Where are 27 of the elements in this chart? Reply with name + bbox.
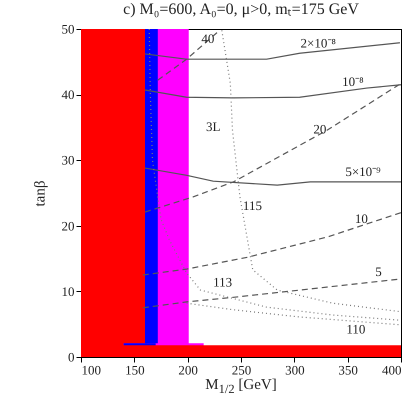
x-tick-label: 200	[178, 362, 198, 378]
x-tick-label: 400	[382, 362, 402, 378]
annotation: 20	[313, 121, 326, 136]
annotation: 110	[346, 321, 366, 336]
annotation: 115	[242, 198, 262, 213]
x-axis-title: M$_{1/2}$ [GeV]	[204, 377, 278, 397]
y-tick-label: 40	[62, 87, 74, 102]
y-tick-label: 10	[62, 284, 74, 299]
annotation: 2×10⁻⁸	[300, 36, 336, 51]
x-tick-label: 250	[232, 362, 252, 378]
annotation: 10⁻⁸	[342, 74, 364, 89]
y-tick-label: 50	[62, 22, 74, 36]
x-tick-label: 350	[338, 362, 358, 378]
annotation: 40	[201, 30, 214, 46]
chart-title: c) M₀=600, A₀=0, μ>0, mₜ=175 GeV	[123, 1, 360, 18]
y-tick-label: 20	[62, 218, 74, 234]
x-tick-label: 150	[125, 362, 145, 378]
y-axis-title: tanβ	[32, 180, 48, 206]
annotation: 10	[354, 210, 368, 226]
annotation: 5	[375, 264, 382, 280]
x-tick-label: 100	[82, 362, 101, 378]
y-tick-label: 30	[62, 152, 74, 168]
annotation: 5×10⁻⁹	[345, 164, 382, 179]
x-tick-label: 300	[285, 362, 305, 378]
annotation: 3L	[206, 119, 220, 135]
annotation: 113	[213, 274, 232, 290]
y-tick-label: 0	[68, 350, 74, 364]
